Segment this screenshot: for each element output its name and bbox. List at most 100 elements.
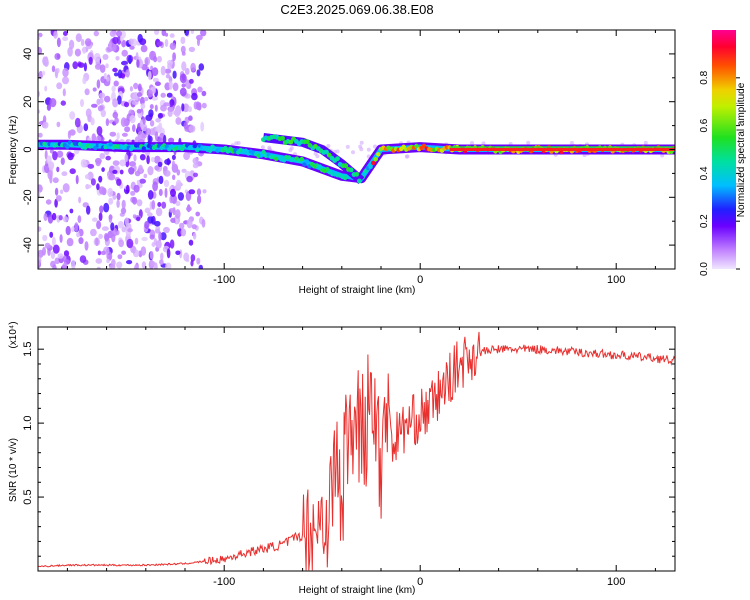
scatter-point <box>44 163 50 174</box>
scatter-point <box>69 168 76 175</box>
scatter-point <box>177 192 184 201</box>
scatter-point <box>147 89 153 98</box>
scatter-point <box>154 229 161 234</box>
scatter-point <box>169 33 175 38</box>
spectrogram-xlabel: Height of straight line (km) <box>299 285 416 296</box>
scatter-point <box>128 55 132 65</box>
scatter-point <box>171 154 176 160</box>
scatter-point <box>149 104 154 110</box>
scatter-point <box>38 226 42 232</box>
scatter-point <box>156 41 163 47</box>
scatter-point <box>171 164 175 170</box>
scatter-point <box>191 92 198 101</box>
scatter-point <box>153 155 161 164</box>
scatter-point <box>52 264 57 269</box>
scatter-point <box>75 174 79 185</box>
scatter-point <box>120 117 127 128</box>
snr-marks <box>38 331 675 571</box>
scatter-point <box>128 38 134 45</box>
scatter-point <box>175 209 181 219</box>
scatter-point <box>188 125 196 133</box>
scatter-point <box>88 56 93 65</box>
scatter-point <box>140 44 148 53</box>
scatter-point <box>201 218 206 228</box>
scatter-point <box>75 33 82 43</box>
scatter-point <box>127 228 133 233</box>
scatter-point <box>128 167 135 175</box>
scatter-point <box>91 103 98 108</box>
scatter-point <box>148 109 154 118</box>
chart-title: C2E3.2025.069.06.38.E08 <box>280 2 433 17</box>
scatter-point <box>405 154 410 159</box>
snr-axes: -100 0 100 0.5 1.0 1.5 <box>22 327 675 588</box>
trace-point <box>325 167 330 172</box>
y-tick-label: -40 <box>22 237 34 253</box>
scatter-point <box>38 190 41 199</box>
snr-frame <box>37 326 676 572</box>
scatter-point <box>115 30 123 37</box>
scatter-point <box>164 158 172 165</box>
scatter-point <box>183 121 188 130</box>
scatter-point <box>45 199 52 205</box>
scatter-point <box>188 46 196 53</box>
scatter-point <box>136 180 140 185</box>
scatter-point <box>160 65 166 76</box>
trace-point <box>65 144 70 149</box>
scatter-point <box>95 258 103 264</box>
scatter-point <box>132 124 136 132</box>
scatter-point <box>152 181 159 192</box>
scatter-point <box>154 131 159 142</box>
scatter-point <box>84 241 89 251</box>
scatter-point <box>164 32 169 37</box>
branch-point <box>354 171 360 177</box>
scatter-point <box>133 154 137 162</box>
scatter-point <box>62 76 69 85</box>
scatter-point <box>82 46 86 54</box>
spectrogram-ylabel: Frequency (Hz) <box>8 116 19 185</box>
snr-xlabel: Height of straight line (km) <box>299 585 416 596</box>
scatter-point <box>51 65 56 73</box>
scatter-point <box>160 104 167 112</box>
scatter-point <box>100 250 106 256</box>
scatter-point <box>114 117 119 124</box>
scatter-point <box>147 70 152 81</box>
scatter-point <box>192 163 199 169</box>
scatter-point <box>120 207 127 215</box>
scatter-point <box>76 232 81 238</box>
trace-point <box>304 159 310 164</box>
scatter-point <box>98 212 103 222</box>
scatter-point <box>174 108 181 117</box>
scatter-point <box>141 236 148 242</box>
y-tick-label: 0.5 <box>22 489 34 504</box>
scatter-point <box>105 63 109 69</box>
scatter-point <box>180 45 186 54</box>
scatter-point <box>155 125 162 133</box>
scatter-point <box>54 53 61 60</box>
scatter-point <box>62 36 69 42</box>
scatter-point <box>38 132 43 138</box>
scatter-point <box>67 47 73 57</box>
scatter-point <box>80 159 87 168</box>
scatter-point <box>190 30 195 35</box>
scatter-point <box>193 172 198 178</box>
snr-multiplier: (x10⁴) <box>8 321 19 348</box>
scatter-point <box>126 238 134 249</box>
scatter-point <box>74 117 81 128</box>
scatter-point <box>181 51 186 56</box>
scatter-point <box>51 212 57 221</box>
scatter-point <box>62 183 70 193</box>
trace-point <box>167 147 172 152</box>
scatter-point <box>158 231 162 242</box>
trace-point <box>192 143 197 149</box>
scatter-point <box>186 175 193 183</box>
scatter-point <box>470 141 474 145</box>
scatter-point <box>136 199 143 207</box>
scatter-point <box>90 178 96 186</box>
scatter-point <box>179 73 187 84</box>
scatter-point <box>90 228 97 237</box>
scatter-point <box>181 61 187 72</box>
scatter-point <box>160 232 167 241</box>
scatter-point <box>140 103 146 110</box>
scatter-point <box>117 254 123 260</box>
scatter-point <box>116 192 121 201</box>
